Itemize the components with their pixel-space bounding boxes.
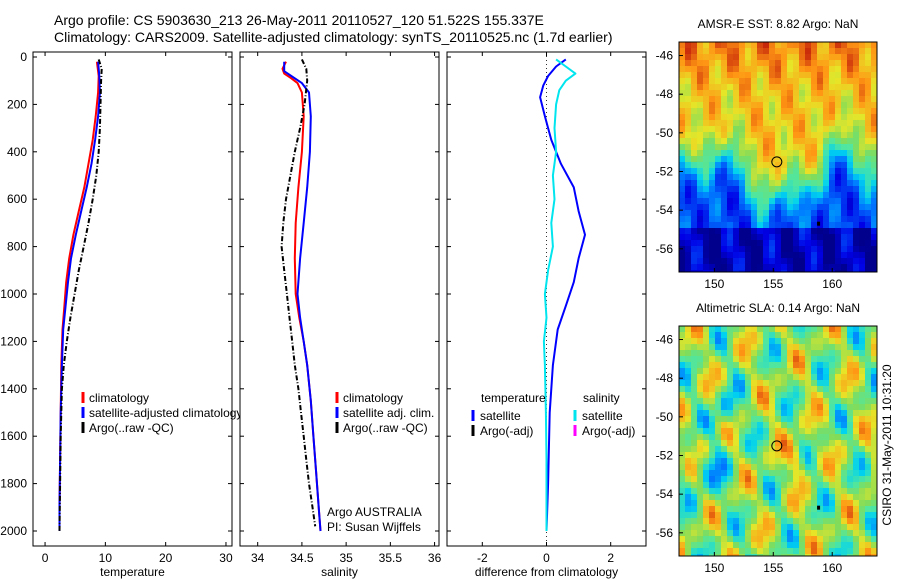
y-tick-label: 1200 (0, 334, 27, 348)
legend-label: Argo(-adj) (480, 424, 533, 438)
x-tick-label: 36 (428, 551, 442, 565)
x-axis-label: temperature (100, 565, 165, 579)
y-tick-label: -48 (656, 87, 674, 101)
plot-frame (239, 51, 440, 547)
x-tick-label: 0 (42, 551, 49, 565)
series-line-temperature-satellite (539, 58, 586, 532)
annotation-text: Argo AUSTRALIA (327, 505, 422, 519)
legend-label: climatology (343, 391, 403, 405)
argo-location-marker (771, 440, 783, 452)
y-tick-label: -48 (656, 371, 674, 385)
x-tick-label: 34 (251, 551, 265, 565)
x-tick-label: 150 (704, 561, 724, 575)
map-title: AMSR-E SST: 8.82 Argo: NaN (698, 17, 859, 31)
y-tick-label: -56 (656, 242, 674, 256)
y-tick-label: 1800 (0, 477, 27, 491)
y-tick-label: -46 (656, 49, 674, 63)
series-line-satellite-adj-clim- (283, 61, 322, 532)
series-line-salinity-satellite (542, 58, 577, 531)
x-tick-label: 10 (99, 551, 113, 565)
x-tick-label: 35 (339, 551, 353, 565)
heatmap-cells (679, 326, 877, 556)
y-tick-label: -56 (656, 526, 674, 540)
x-tick-label: 150 (704, 277, 724, 291)
climatology-title: Climatology: CARS2009. Satellite-adjuste… (54, 29, 613, 45)
timestamp-label: CSIRO 31-May-2011 10:31:20 (880, 364, 894, 526)
y-tick-label: 600 (7, 192, 27, 206)
x-tick-label: 0 (543, 551, 550, 565)
x-tick-label: 160 (822, 561, 842, 575)
x-tick-label: 160 (822, 277, 842, 291)
y-tick-label: 1400 (0, 382, 27, 396)
legend-label: satellite adj. clim. (343, 406, 434, 420)
y-tick-label: -52 (656, 164, 674, 178)
legend-label: Argo(-adj) (582, 424, 635, 438)
map-frame (678, 41, 878, 273)
profile-panel-1: 0 10 20 30 temperature 0 200 400 600 800 1000 1200 1… (0, 50, 242, 579)
y-tick-label: -50 (656, 410, 674, 424)
legend-label: satellite (480, 409, 521, 423)
map-title: Altimetric SLA: 0.14 Argo: NaN (696, 301, 860, 315)
legend-title: temperature (481, 391, 546, 405)
x-tick-label: 35.5 (379, 551, 403, 565)
y-tick-label: 2000 (0, 524, 27, 538)
y-tick-label: 0 (20, 50, 27, 64)
x-tick-label: 20 (159, 551, 173, 565)
x-tick-label: 2 (607, 551, 614, 565)
y-tick-label: -54 (656, 487, 674, 501)
y-tick-label: -52 (656, 448, 674, 462)
legend-label: climatology (89, 391, 149, 405)
profile-title: Argo profile: CS 5903630_213 26-May-2011… (54, 12, 544, 28)
y-tick-label: 400 (7, 145, 27, 159)
argo-location-marker (771, 156, 783, 168)
y-tick-label: 1000 (0, 287, 27, 301)
figure-header: Argo profile: CS 5903630_213 26-May-2011… (54, 12, 612, 46)
y-tick-label: -54 (656, 203, 674, 217)
y-tick-label: 200 (7, 97, 27, 111)
map-panel-2: Altimetric SLA: 0.14 Argo: NaN 150 155 160 -… (656, 301, 894, 575)
y-tick-label: -50 (656, 126, 674, 140)
heatmap-cells (679, 42, 877, 272)
legend-label: satellite (582, 409, 623, 423)
x-tick-label: 34.5 (290, 551, 314, 565)
y-tick-label: -46 (656, 333, 674, 347)
island-marker (817, 221, 821, 226)
series-line-argo-raw-qc- (280, 58, 317, 527)
x-tick-label: 30 (219, 551, 233, 565)
series-line-argo-raw-qc- (58, 59, 103, 532)
island-marker (817, 505, 821, 510)
x-tick-label: 155 (763, 277, 783, 291)
y-tick-label: 800 (7, 240, 27, 254)
x-tick-label: 155 (763, 561, 783, 575)
legend-label: satellite-adjusted climatology (89, 406, 242, 420)
legend-label: Argo(..raw -QC) (343, 421, 428, 435)
x-axis-label: salinity (321, 565, 358, 579)
x-axis-label: difference from climatology (475, 565, 618, 579)
x-tick-label: -2 (477, 551, 488, 565)
annotation-text: PI: Susan Wijffels (327, 520, 421, 534)
legend-label: Argo(..raw -QC) (89, 421, 174, 435)
map-frame (678, 325, 878, 557)
profile-panel-2: 34 34.5 35 35.5 36 salinity climatologysatelli… (239, 51, 442, 579)
plot-frame (32, 51, 233, 547)
legend-title: salinity (583, 391, 620, 405)
y-tick-label: 1600 (0, 429, 27, 443)
map-panel-1: AMSR-E SST: 8.82 Argo: NaN 150 155 160 -46 -4… (656, 17, 878, 291)
